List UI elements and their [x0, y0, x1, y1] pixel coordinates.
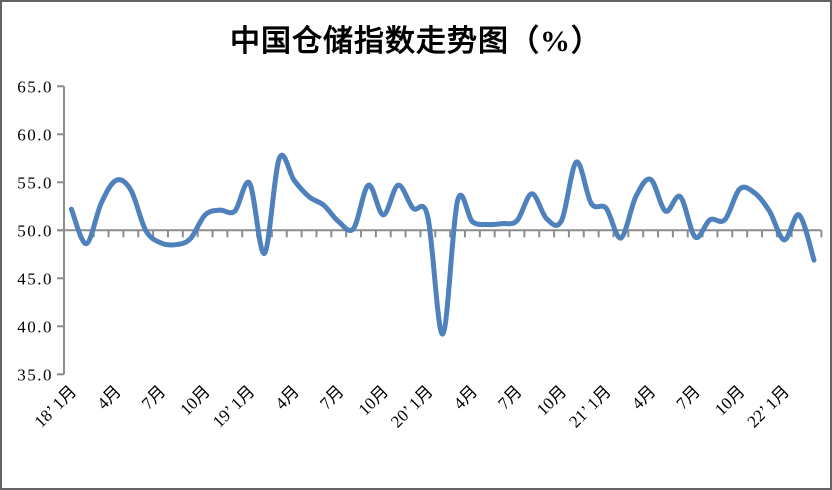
y-axis-label: 40.0: [17, 317, 53, 336]
y-axis-label: 35.0: [17, 365, 53, 384]
x-axis-label: 4月: [272, 382, 303, 413]
y-axis-label: 60.0: [17, 125, 53, 144]
x-axis-label: 7月: [316, 382, 347, 413]
x-axis-label: 7月: [138, 382, 169, 413]
y-axis-label: 65.0: [17, 77, 53, 96]
x-axis-label: 4月: [93, 382, 124, 413]
x-axis-label: 10月: [176, 382, 213, 419]
y-axis-label: 50.0: [17, 221, 53, 240]
y-axis-label: 55.0: [17, 173, 53, 192]
x-axis-label: 4月: [628, 382, 659, 413]
x-axis-label: 18’ 1月: [31, 382, 81, 432]
x-axis-label: 7月: [673, 382, 704, 413]
chart-title: 中国仓储指数走势图（%）: [230, 25, 602, 58]
y-axis-label: 45.0: [17, 269, 53, 288]
x-axis-label: 4月: [450, 382, 481, 413]
x-axis-label: 10月: [355, 382, 392, 419]
x-axis-label: 7月: [494, 382, 525, 413]
data-series-line: [68, 152, 817, 337]
x-axis-label: 21’ 1月: [565, 382, 615, 432]
x-axis-label: 20’ 1月: [387, 382, 437, 432]
x-axis-label: 10月: [711, 382, 748, 419]
x-axis-label: 10月: [533, 382, 570, 419]
x-axis-label: 22’ 1月: [743, 382, 793, 432]
x-axis-label: 19’ 1月: [209, 382, 259, 432]
